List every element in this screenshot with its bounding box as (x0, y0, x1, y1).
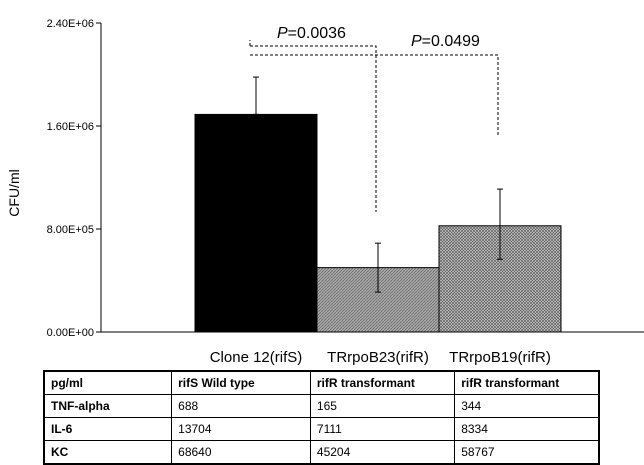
y-tick-label: 2.40E+06 (47, 18, 94, 30)
category-label: TRrpoB23(rifR) (327, 349, 429, 366)
table-cell: 8334 (454, 417, 600, 441)
table-row-label: KC (43, 440, 173, 465)
table-header-cell: rifR transformant (454, 370, 600, 395)
bar-chart: CFU/ml 0.00E+008.00E+051.60E+062.40E+06 … (6, 18, 644, 366)
table-cell: 68640 (171, 440, 311, 465)
p-value-annotation: P=0.0036 (277, 25, 346, 42)
cytokine-table: pg/ml rifS Wild type rifR transformant rifR… (43, 370, 600, 465)
table-cell: 344 (454, 394, 600, 418)
y-tick-label: 1.60E+06 (47, 121, 94, 133)
p-value-annotation: P=0.0499 (411, 33, 480, 50)
y-axis-label: CFU/ml (6, 169, 22, 216)
category-label: TRrpoB19(rifR) (449, 349, 551, 366)
table-header-row: pg/ml rifS Wild type rifR transformant rifR… (43, 370, 600, 395)
y-tick-label: 8.00E+05 (47, 224, 94, 236)
table-row-label: TNF-alpha (43, 394, 173, 418)
category-label: Clone 12(rifS) (210, 349, 303, 366)
table-cell: 7111 (309, 417, 456, 441)
y-tick-label: 0.00E+00 (47, 327, 94, 339)
table-row-label: IL-6 (43, 417, 173, 441)
table-cell: 165 (309, 394, 456, 418)
table-header-cell: rifS Wild type (171, 370, 311, 395)
table-cell: 13704 (171, 417, 311, 441)
bracket-p2 (250, 54, 499, 135)
table-cell: 688 (171, 394, 311, 418)
table-cell: 45204 (309, 440, 456, 465)
table-row: TNF-alpha 688 165 344 (43, 394, 600, 418)
table-cell: 58767 (454, 440, 600, 465)
table-row: KC 68640 45204 58767 (43, 440, 600, 465)
bracket-p1 (250, 45, 377, 212)
table-header-cell: rifR transformant (309, 370, 456, 395)
table-header-cell: pg/ml (43, 370, 173, 395)
table-row: IL-6 13704 7111 8334 (43, 417, 600, 441)
bar-1 (194, 113, 318, 333)
